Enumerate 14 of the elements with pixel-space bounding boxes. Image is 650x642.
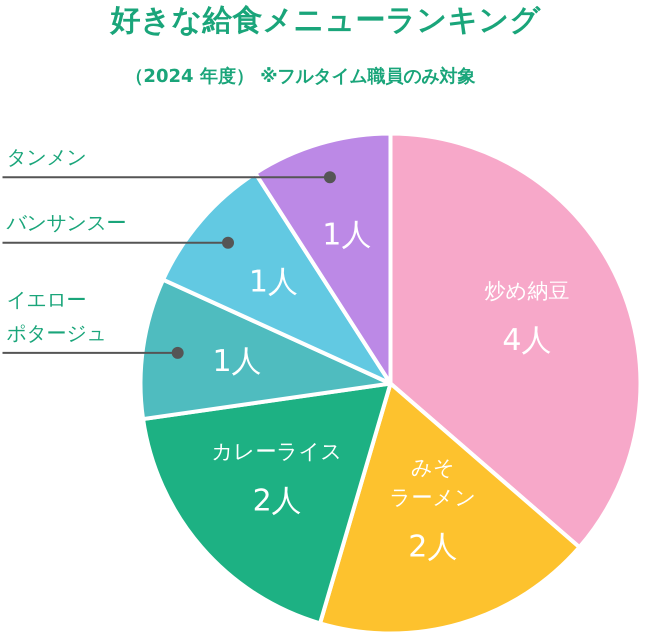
slice-label: みそラーメン [389, 455, 476, 510]
data-label: 2人 [252, 484, 302, 519]
data-label: 1人 [248, 264, 298, 300]
slice-label: バンサンスー [6, 210, 126, 235]
slice-label: タンメン [6, 145, 86, 170]
data-label: 1人 [212, 344, 262, 379]
data-label: 1人 [322, 217, 372, 252]
slice-label: カレーライス [212, 440, 343, 464]
data-label: 2人 [408, 529, 458, 564]
slice-label: イエローポタージュ [6, 287, 106, 345]
data-label: 4人 [502, 323, 552, 358]
chart-title: 好きな給食メニューランキング [110, 3, 542, 38]
slice-label: 炒め納豆 [484, 279, 570, 304]
chart-subtitle: （2024 年度） ※フルタイム職員のみ対象 [125, 66, 476, 87]
